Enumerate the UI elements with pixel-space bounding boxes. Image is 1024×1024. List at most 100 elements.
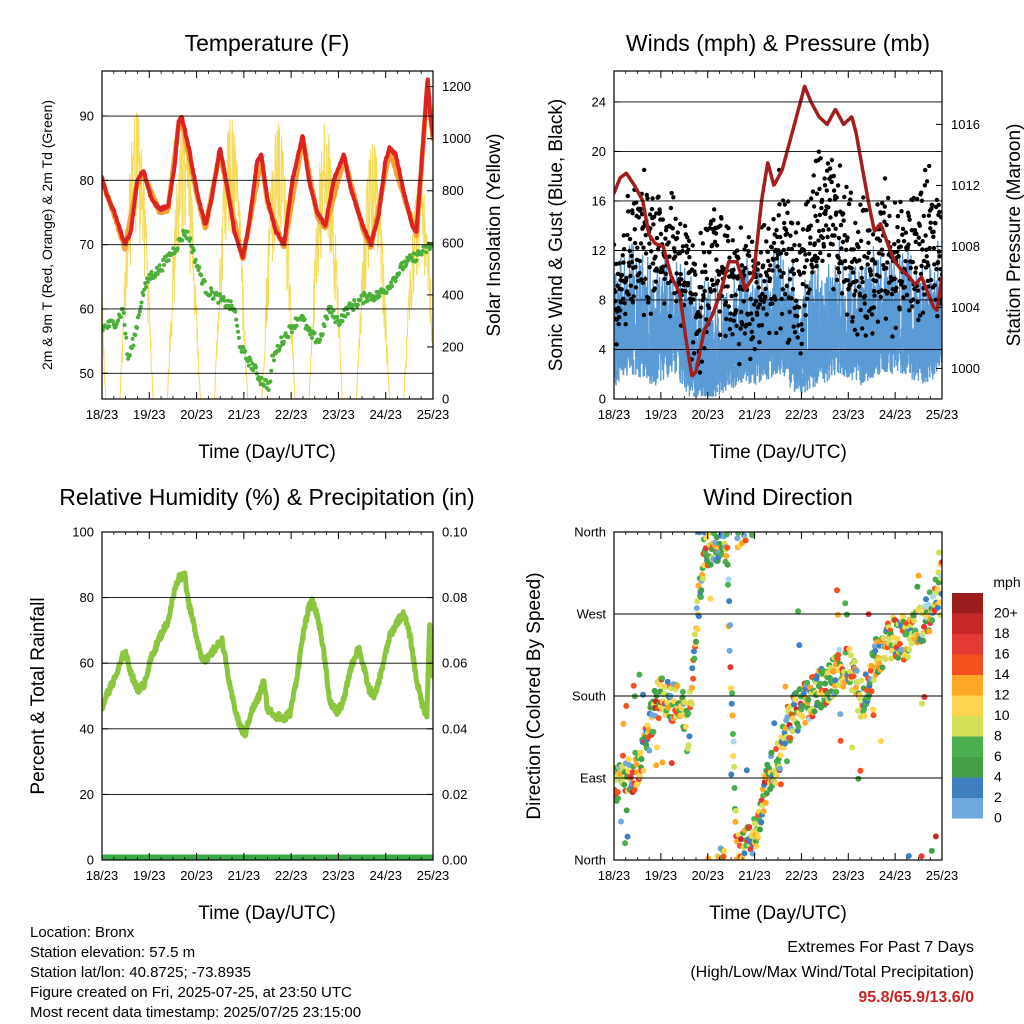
gust-point	[725, 233, 730, 239]
gust-point	[800, 327, 805, 333]
gust-point	[678, 271, 683, 277]
gust-point	[829, 157, 835, 163]
gust-point	[717, 309, 722, 314]
gust-point	[817, 228, 822, 234]
x-tick-label: 22/23	[785, 407, 818, 422]
x-tick-label: 21/23	[738, 407, 771, 422]
direction-point	[906, 635, 913, 642]
gust-point	[837, 163, 843, 168]
gust-point	[746, 249, 751, 254]
gust-point	[618, 308, 623, 313]
dewpoint-point	[318, 337, 322, 342]
gust-point	[642, 167, 647, 173]
gust-point	[794, 298, 799, 303]
gust-point	[748, 296, 753, 302]
direction-point	[691, 648, 697, 655]
gust-point	[690, 340, 696, 345]
direction-point	[721, 847, 728, 854]
gust-point	[857, 293, 863, 298]
gust-point	[819, 197, 825, 203]
direction-point	[656, 681, 663, 688]
direction-point	[936, 599, 942, 606]
direction-point	[799, 713, 806, 720]
gust-point	[643, 233, 648, 238]
direction-point	[908, 640, 915, 647]
gust-point	[719, 216, 724, 221]
direction-point	[685, 710, 692, 717]
direction-point	[754, 833, 761, 839]
gust-point	[619, 287, 624, 292]
gust-point	[755, 267, 760, 272]
gust-point	[875, 319, 881, 324]
gust-point	[758, 250, 764, 255]
gust-point	[935, 314, 940, 319]
gust-point	[785, 210, 790, 215]
gust-point	[798, 351, 803, 356]
gust-point	[746, 235, 751, 240]
direction-point	[638, 756, 645, 763]
gust-point	[707, 250, 712, 255]
dewpoint-point	[228, 299, 233, 304]
direction-point	[718, 551, 725, 558]
gust-point	[725, 284, 730, 289]
dewpoint-point	[127, 353, 132, 358]
direction-point	[921, 623, 927, 630]
direction-point	[742, 537, 749, 544]
gust-point	[853, 220, 858, 226]
x-tick-label: 25/23	[926, 407, 959, 422]
gust-point	[930, 203, 935, 208]
gust-point	[660, 217, 665, 222]
gust-point	[760, 263, 766, 268]
gust-point	[712, 207, 717, 212]
y-tick-label: 24	[592, 94, 606, 109]
gust-point	[670, 226, 675, 231]
gust-point	[933, 221, 938, 226]
gust-point	[706, 305, 712, 311]
direction-point	[730, 738, 737, 745]
dewpoint-point	[234, 317, 239, 322]
direction-point	[688, 701, 695, 708]
gust-point	[853, 288, 858, 293]
dewpoint-point	[121, 310, 126, 315]
direction-point	[811, 708, 818, 715]
x-tick-label: 21/23	[228, 868, 261, 883]
solar-day-trace	[166, 125, 201, 399]
gust-point	[822, 176, 827, 181]
dewpoint-point	[162, 263, 167, 267]
y-tick-label: 70	[80, 237, 94, 252]
gust-point	[818, 156, 823, 161]
direction-point	[911, 617, 918, 624]
direction-point	[853, 667, 860, 674]
gust-point	[808, 235, 813, 240]
direction-point	[795, 723, 802, 730]
gust-point	[671, 195, 676, 200]
gust-point	[804, 284, 809, 289]
direction-point	[685, 742, 692, 749]
gust-point	[685, 235, 690, 240]
direction-point	[912, 627, 919, 634]
dewpoint-point	[175, 246, 180, 251]
wind-speed-trace	[614, 237, 942, 397]
direction-point	[729, 731, 736, 737]
gust-point	[917, 242, 922, 247]
direction-point	[622, 840, 629, 847]
extremes-value: 95.8/65.9/13.6/0	[858, 989, 974, 1006]
gust-point	[848, 190, 854, 195]
gust-point	[810, 189, 816, 194]
solar-day-trace	[261, 123, 296, 399]
legend-swatch	[952, 716, 983, 737]
gust-point	[654, 235, 660, 241]
direction-point	[651, 687, 658, 694]
gust-point	[810, 265, 815, 270]
direction-point	[682, 723, 689, 730]
gust-point	[810, 270, 815, 275]
direction-point	[822, 680, 829, 687]
direction-point	[882, 656, 889, 663]
gust-point	[786, 246, 791, 252]
direction-point	[668, 760, 675, 767]
direction-point	[851, 658, 858, 665]
solar-day-trace	[119, 112, 154, 399]
gust-point	[916, 317, 921, 323]
gust-point	[828, 215, 833, 220]
gust-point	[799, 341, 804, 347]
